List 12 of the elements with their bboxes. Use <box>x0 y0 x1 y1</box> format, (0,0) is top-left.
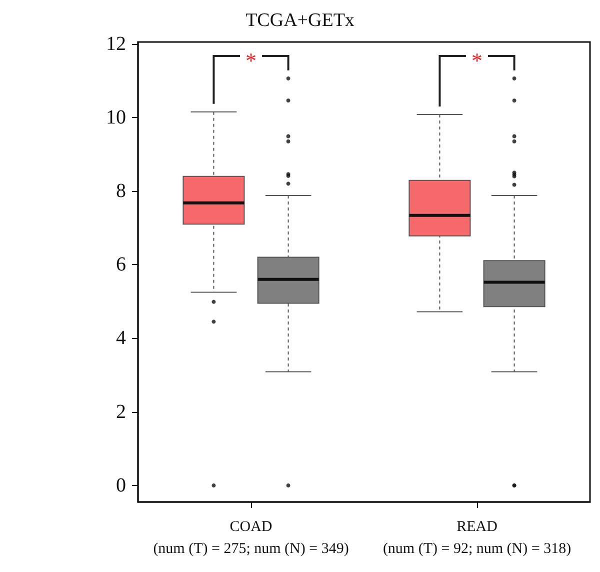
y-tick-label: 6 <box>116 254 126 276</box>
x-tick-label: READ (num (T) = 92; num (N) = 318) <box>382 519 572 557</box>
y-tick-label: 12 <box>106 32 126 55</box>
y-tick-label: 4 <box>116 327 126 350</box>
y-tick-label: 0 <box>116 474 126 496</box>
x-tick-label: COAD (num (T) = 275; num (N) = 349) <box>153 519 349 557</box>
annotation: * <box>472 48 482 73</box>
y-tick-label: 10 <box>106 106 126 128</box>
chart-title: TCGA+GETx <box>246 10 355 31</box>
annotation: * <box>246 48 256 73</box>
y-tick-label: 8 <box>116 180 126 202</box>
y-tick-label: 2 <box>116 400 126 423</box>
